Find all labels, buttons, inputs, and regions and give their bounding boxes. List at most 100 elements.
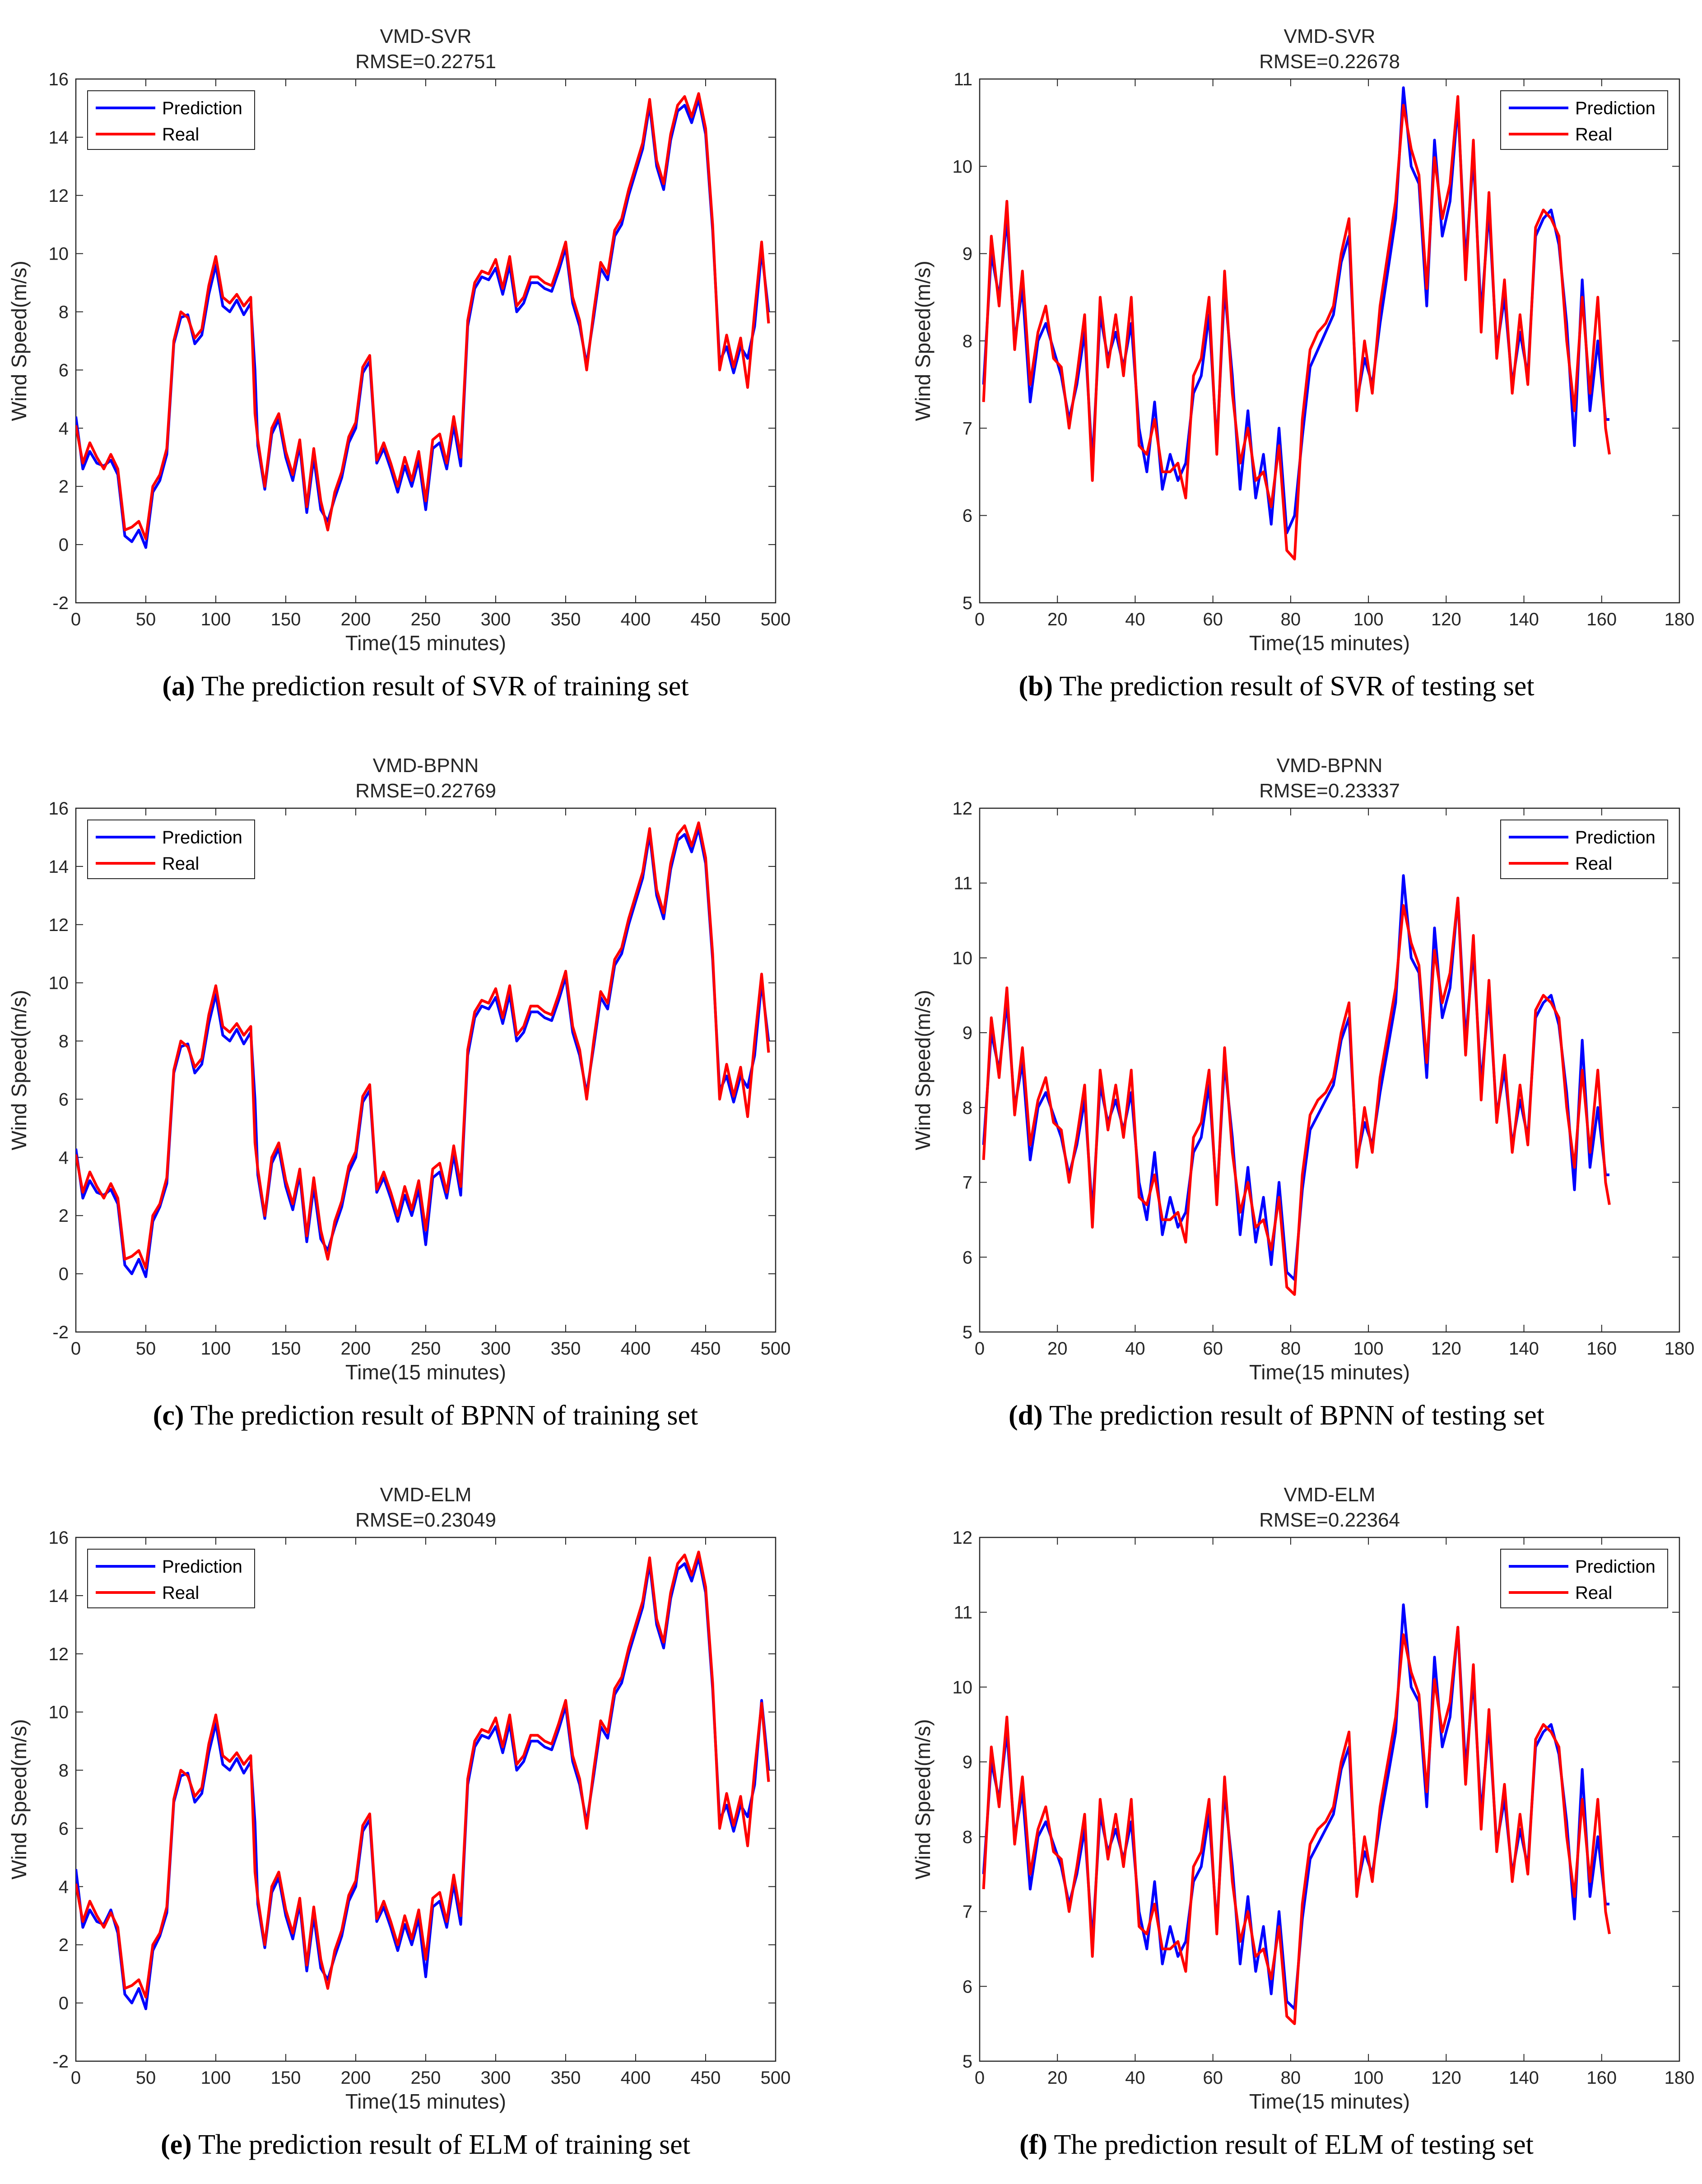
x-tick-label: 150 [271,2068,301,2088]
y-tick-label: -2 [52,1323,69,1342]
y-tick-label: 5 [963,593,972,613]
x-tick-label: 500 [761,1339,791,1359]
y-tick-label: 12 [49,186,69,206]
x-tick-label: 20 [1047,2068,1068,2088]
caption-c: (c) The prediction result of BPNN of tra… [0,1400,851,1432]
x-tick-label: 80 [1281,2068,1301,2088]
x-tick-label: 100 [201,1339,231,1359]
x-tick-label: 140 [1509,2068,1539,2088]
caption-letter: (a) [162,671,195,702]
x-tick-label: 250 [411,2068,441,2088]
x-tick-label: 0 [975,2068,985,2088]
x-tick-label: 300 [481,1339,511,1359]
x-tick-label: 60 [1203,2068,1223,2088]
series-line-real [982,95,1611,561]
y-tick-label: 8 [963,1098,972,1118]
x-tick-label: 100 [1353,610,1384,629]
x-tick-label: 300 [481,610,511,629]
y-tick-label: 16 [49,799,69,819]
x-axis-label: Time(15 minutes) [1249,2090,1410,2113]
chart-panel-d: 0 20 40 60 80 100 120 140 160 180 5 6 7 8 9 10 11 12 VMD-B… [911,754,1694,1384]
x-tick-label: 160 [1586,1339,1617,1359]
caption-b: (b) The prediction result of SVR of test… [851,671,1702,703]
caption-letter: (b) [1018,671,1053,702]
y-tick-label: 0 [59,1993,69,2013]
legend: Prediction Real [1500,820,1668,879]
legend-entry: Real [1575,1583,1612,1603]
x-tick-label: 20 [1047,1339,1068,1359]
y-tick-label: 12 [953,799,973,819]
y-tick-label: 10 [953,948,973,968]
y-tick-label: 2 [59,477,69,497]
chart-title: VMD-BPNN [1277,754,1383,777]
series-line-real [982,896,1611,1296]
x-tick-label: 180 [1665,2068,1695,2088]
y-axis-label: Wind Speed(m/s) [911,261,935,421]
legend: Prediction Real [1500,90,1668,150]
legend: Prediction Real [87,1549,255,1608]
caption-letter: (c) [153,1400,184,1431]
x-tick-label: 200 [341,610,371,629]
x-tick-label: 20 [1047,610,1068,629]
y-axis-label: Wind Speed(m/s) [7,1719,31,1879]
chart-title: VMD-SVR [1284,25,1376,47]
x-tick-label: 40 [1125,610,1145,629]
series-line-real [76,821,770,1270]
chart-subtitle: RMSE=0.22364 [1259,1509,1400,1531]
y-tick-label: 0 [59,1264,69,1284]
chart-title: VMD-SVR [380,25,472,47]
caption-text: The prediction result of BPNN of testing… [1042,1400,1545,1431]
x-tick-label: 100 [201,2068,231,2088]
chart-panel-f: 0 20 40 60 80 100 120 140 160 180 5 6 7 8 9 10 11 12 VMD-E… [911,1484,1694,2113]
y-axis-label: Wind Speed(m/s) [7,261,31,421]
y-tick-label: 6 [963,506,972,526]
x-tick-label: 0 [975,610,985,629]
plot-area [979,78,1680,604]
plot-area [75,78,777,604]
y-axis-label: Wind Speed(m/s) [911,1719,935,1879]
caption-text: The prediction result of ELM of testing … [1047,2129,1534,2160]
y-tick-label: 4 [59,419,69,438]
y-tick-label: 12 [953,1528,973,1548]
x-tick-label: 400 [621,610,651,629]
y-tick-label: 12 [49,1644,69,1664]
legend-entry: Real [162,1583,199,1603]
chart-panel-e: 0 50 100 150 200 250 300 350 400 450 500-202468101… [7,1484,791,2113]
y-tick-label: 8 [59,303,69,322]
caption-f: (f) The prediction result of ELM of test… [851,2129,1702,2161]
y-tick-label: 5 [963,1323,972,1342]
x-tick-label: 150 [271,1339,301,1359]
x-tick-label: 450 [691,1339,721,1359]
chart-subtitle: RMSE=0.23049 [355,1509,496,1531]
x-tick-label: 60 [1203,610,1223,629]
y-tick-label: 2 [59,1935,69,1955]
x-tick-label: 100 [1353,2068,1384,2088]
legend-entry: Real [1575,854,1612,874]
y-tick-label: 6 [963,1248,972,1267]
y-tick-label: 10 [953,1677,973,1697]
y-tick-label: 10 [953,157,973,177]
series-line-real [76,1551,770,1999]
x-tick-label: 80 [1281,610,1301,629]
x-tick-label: 350 [551,610,581,629]
x-tick-label: 500 [761,2068,791,2088]
chart-panel-a: 0 50 100 150 200 250 300 350 400 450 500-202468101… [7,25,791,655]
x-tick-label: 250 [411,610,441,629]
x-tick-label: 40 [1125,2068,1145,2088]
plot-area [979,807,1680,1333]
y-tick-label: 10 [49,1703,69,1723]
plot-area [75,1537,777,2062]
x-tick-label: 100 [1353,1339,1384,1359]
chart-subtitle: RMSE=0.23337 [1259,780,1400,802]
chart-title: VMD-BPNN [373,754,479,777]
y-tick-label: 11 [953,1603,972,1623]
caption-e: (e) The prediction result of ELM of trai… [0,2129,851,2161]
chart-panel-b: 0 20 40 60 80 100 120 140 160 180 5 6 7 8 9 10 11 VMD-SVR… [911,25,1694,655]
x-tick-label: 300 [481,2068,511,2088]
x-tick-label: 40 [1125,1339,1145,1359]
x-tick-label: 0 [71,610,81,629]
y-tick-label: 14 [49,128,69,148]
chart-title: VMD-ELM [1284,1484,1376,1506]
legend-entry: Prediction [162,828,242,848]
y-axis-label: Wind Speed(m/s) [911,990,935,1150]
